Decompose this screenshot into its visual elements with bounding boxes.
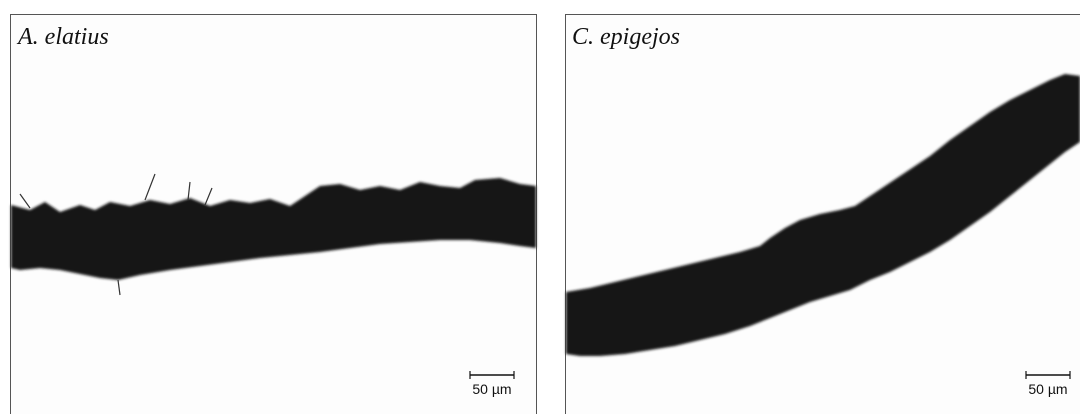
scale-label: 50 µm	[1028, 381, 1067, 397]
panel-a: A. elatius 50 µm	[10, 14, 537, 414]
panel-c: C. epigejos 50 µm	[565, 14, 1080, 414]
scale-label: 50 µm	[472, 381, 511, 397]
root-segment	[11, 178, 536, 280]
panel-label: C. epigejos	[572, 24, 680, 50]
panel-label: A. elatius	[16, 24, 109, 50]
hairs	[19, 173, 213, 296]
root-segment	[566, 74, 1080, 356]
